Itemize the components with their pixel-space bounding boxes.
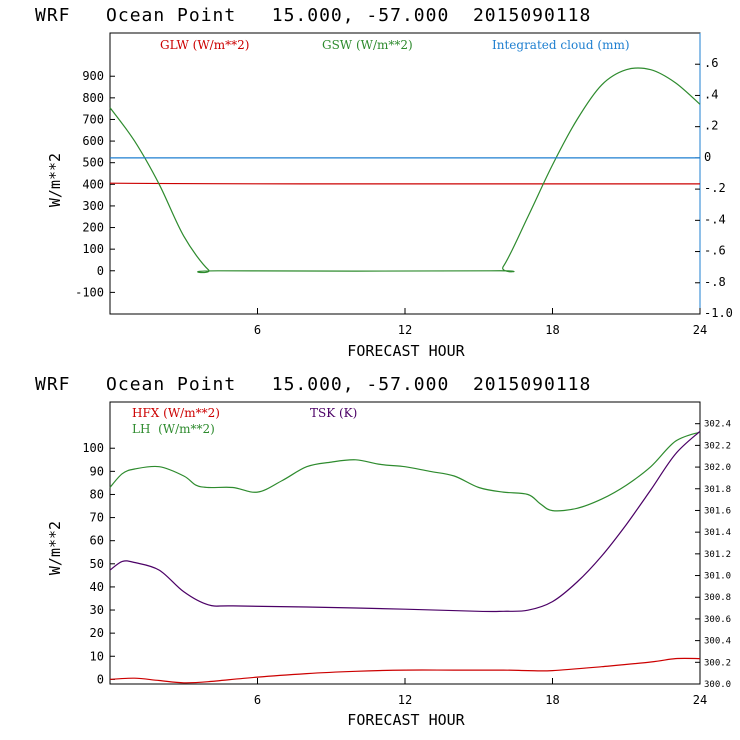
y2-tick-label-top: 0 (704, 150, 711, 164)
x-tick-label-top: 6 (254, 323, 261, 337)
y-tick-label-bottom: 80 (90, 487, 104, 501)
x-tick-label-top: 24 (693, 323, 707, 337)
y-tick-label-top: 800 (82, 91, 104, 105)
y2-tick-label-bottom: 302.0 (704, 463, 731, 473)
y2-tick-label-bottom: 300.2 (704, 658, 731, 668)
series-line-glw-top (109, 182, 700, 185)
y2-tick-label-bottom: 301.8 (704, 485, 731, 495)
chart-title-top: WRF Ocean Point 15.000, -57.000 20150901… (35, 5, 591, 26)
legend-integrated-cloud: Integrated cloud (mm) (492, 38, 630, 52)
chart-panel-top: WRF Ocean Point 15.000, -57.000 20150901… (35, 5, 733, 360)
x-tick-label-top: 18 (545, 323, 559, 337)
y-tick-label-top: -100 (75, 285, 104, 299)
y-tick-label-bottom: 10 (90, 649, 104, 663)
y2-tick-label-top: -.2 (704, 181, 726, 195)
series-line-gsw-top (109, 67, 701, 274)
y-tick-label-bottom: 0 (97, 672, 104, 686)
y2-tick-label-bottom: 301.6 (704, 506, 731, 516)
plot-frame-bottom (109, 401, 701, 685)
y2-tick-label-top: .6 (704, 56, 718, 70)
y-axis-label-top: W/m**2 (46, 153, 64, 207)
y-tick-label-top: 300 (82, 199, 104, 213)
y-tick-label-top: 500 (82, 156, 104, 170)
series-line-lh-bottom (109, 431, 701, 512)
y-tick-label-bottom: 30 (90, 603, 104, 617)
y2-tick-label-top: -.4 (704, 212, 726, 226)
y-tick-label-top: 0 (97, 264, 104, 278)
chart-title-bottom: WRF Ocean Point 15.000, -57.000 20150901… (35, 374, 591, 395)
x-tick-label-bottom: 18 (545, 693, 559, 707)
y2-tick-label-bottom: 302.4 (704, 420, 731, 430)
y-tick-label-bottom: 60 (90, 534, 104, 548)
y2-tick-label-bottom: 300.0 (704, 680, 731, 690)
y2-tick-label-top: -1.0 (704, 306, 733, 320)
legend-gsw: GSW (W/m**2) (322, 38, 413, 52)
y2-tick-label-bottom: 301.4 (704, 528, 731, 538)
y2-tick-label-bottom: 301.2 (704, 550, 731, 560)
y2-tick-label-bottom: 300.4 (704, 637, 731, 647)
y-axis-label-bottom: W/m**2 (46, 521, 64, 575)
legend-lh: LH (W/m**2) (132, 422, 215, 436)
x-tick-label-bottom: 12 (398, 693, 412, 707)
y2-tick-label-top: .4 (704, 87, 718, 101)
y-tick-label-top: 100 (82, 242, 104, 256)
series-line-hfx-bottom (109, 657, 701, 684)
y-tick-label-bottom: 70 (90, 511, 104, 525)
legend-glw: GLW (W/m**2) (160, 38, 249, 52)
y2-tick-label-top: -.6 (704, 244, 726, 258)
legend-tsk: TSK (K) (310, 406, 357, 420)
y-tick-label-bottom: 90 (90, 464, 104, 478)
y2-tick-label-top: .2 (704, 119, 718, 133)
y2-tick-label-top: -.8 (704, 275, 726, 289)
x-axis-label-bottom: FORECAST HOUR (347, 711, 465, 729)
y2-tick-label-bottom: 302.2 (704, 441, 731, 451)
y-tick-label-top: 700 (82, 112, 104, 126)
y-tick-label-bottom: 20 (90, 626, 104, 640)
legend-hfx: HFX (W/m**2) (132, 406, 220, 420)
y-tick-label-bottom: 100 (82, 441, 104, 455)
series-line-tsk-bottom (109, 430, 701, 613)
y-tick-label-top: 400 (82, 177, 104, 191)
y-tick-label-bottom: 40 (90, 580, 104, 594)
y-tick-label-top: 600 (82, 134, 104, 148)
x-axis-label-top: FORECAST HOUR (347, 342, 465, 360)
y2-tick-label-bottom: 300.8 (704, 593, 731, 603)
y-tick-label-bottom: 50 (90, 557, 104, 571)
y-tick-label-top: 200 (82, 221, 104, 235)
chart-panel-bottom: WRF Ocean Point 15.000, -57.000 20150901… (35, 374, 731, 729)
x-tick-label-bottom: 24 (693, 693, 707, 707)
x-tick-label-bottom: 6 (254, 693, 261, 707)
y2-tick-label-bottom: 301.0 (704, 572, 731, 582)
y2-tick-label-bottom: 300.6 (704, 615, 731, 625)
y-tick-label-top: 900 (82, 69, 104, 83)
x-tick-label-top: 12 (398, 323, 412, 337)
